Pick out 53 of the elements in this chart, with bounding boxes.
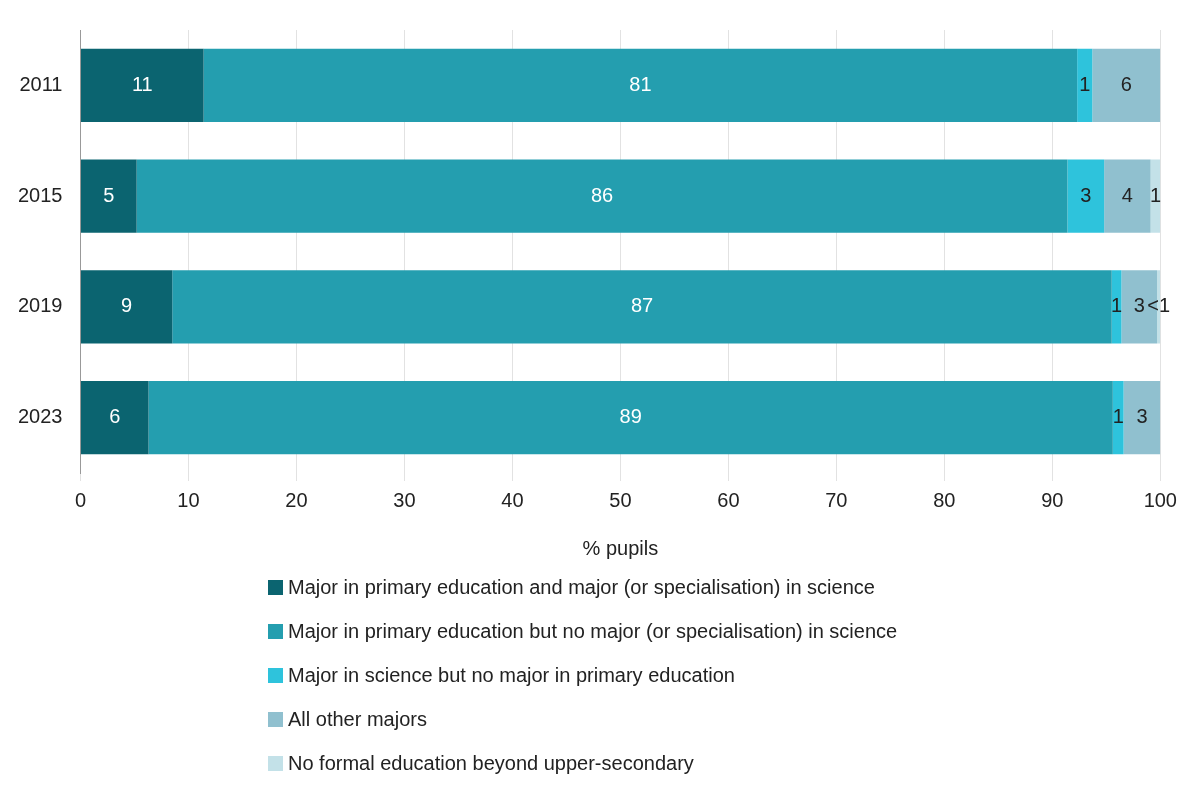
- data-label: 87: [630, 294, 654, 317]
- data-label: 1: [1079, 72, 1091, 95]
- x-tick-label: 90: [1041, 488, 1064, 511]
- data-label: 3: [1136, 405, 1148, 428]
- x-tick-label: 10: [177, 488, 200, 511]
- x-tick-label: 70: [825, 488, 848, 511]
- legend-label: All other majors: [288, 707, 427, 731]
- data-label: 5: [103, 183, 115, 206]
- bar: [1077, 48, 1093, 122]
- data-label: 1: [1149, 183, 1162, 206]
- data-label: 6: [109, 405, 121, 428]
- y-tick-label: 2011: [19, 72, 63, 95]
- legend-label: Major in primary education and major (or specialisation) in science: [288, 575, 875, 599]
- x-tick-label: 60: [717, 488, 740, 511]
- data-label: 89: [619, 405, 642, 428]
- x-tick-label: 40: [501, 488, 524, 511]
- x-tick-label: 30: [393, 488, 416, 511]
- bar: [203, 48, 1078, 122]
- data-label: 81: [629, 72, 652, 95]
- x-axis-title: % pupils: [582, 536, 659, 559]
- data-label: 3: [1133, 294, 1145, 317]
- data-label: 1: [1111, 294, 1123, 317]
- bar: [1123, 381, 1161, 455]
- legend-label: Major in science but no major in primary education: [288, 663, 735, 687]
- bar: [1092, 48, 1161, 122]
- data-label: 9: [121, 294, 133, 317]
- data-label: 6: [1120, 72, 1132, 95]
- y-tick-label: 2019: [17, 294, 63, 317]
- legend-label: No formal education beyond upper-secondary: [288, 751, 694, 775]
- bar: [1112, 381, 1124, 455]
- x-tick-label: 0: [74, 488, 87, 511]
- bar: [136, 159, 1068, 233]
- bar: [148, 381, 1113, 455]
- x-tick-label: 50: [609, 488, 632, 511]
- bar: [80, 381, 149, 455]
- bar: [80, 159, 137, 233]
- data-label: 3: [1080, 183, 1092, 206]
- bar: [172, 270, 1112, 344]
- legend-label: Major in primary education but no major (or specialisation) in science: [288, 619, 898, 643]
- data-label: <1: [1147, 294, 1171, 317]
- y-tick-label: 2023: [17, 405, 63, 428]
- data-label: 4: [1121, 183, 1133, 206]
- y-tick-label: 2015: [17, 183, 63, 206]
- bar: [1104, 159, 1151, 233]
- bar: [80, 48, 204, 122]
- bar: [1067, 159, 1105, 233]
- bar: [80, 270, 173, 344]
- data-label: 86: [590, 183, 614, 206]
- x-tick-label: 80: [933, 488, 956, 511]
- x-tick-label: 20: [285, 488, 308, 511]
- data-label: 11: [131, 72, 153, 95]
- data-label: 1: [1112, 405, 1124, 428]
- x-tick-label: 100: [1143, 488, 1177, 511]
